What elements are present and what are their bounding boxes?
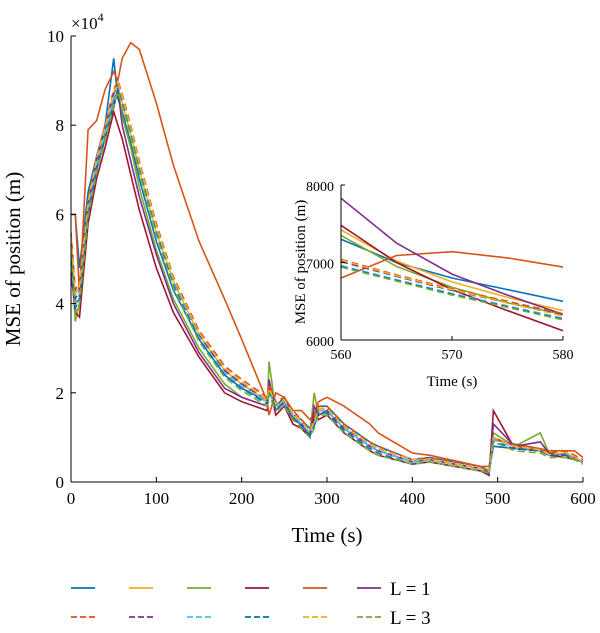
main-x-tick-label: 100: [144, 489, 170, 508]
inset-series-11-dashed: [341, 266, 563, 321]
inset-ticks: 560 570 580 6000 7000 8000: [306, 180, 574, 363]
main-y-tick-label: 2: [56, 384, 65, 403]
inset-y-tick-label: 8000: [306, 180, 334, 195]
y-multiplier: ×104: [71, 10, 104, 33]
inset-series-5-solid: [341, 197, 563, 316]
inset-plot: 560 570 580 6000 7000 8000 Time (s) MSE of po…: [293, 180, 574, 390]
inset-series-lines: [341, 197, 563, 332]
main-x-tick-label: 600: [570, 489, 596, 508]
main-y-tick-label: 4: [56, 295, 65, 314]
main-y-tick-label: 0: [56, 473, 65, 492]
main-series-10-dashed: [71, 80, 583, 472]
legend-label-row2: L = 3: [390, 608, 431, 629]
legend-label-row1: L = 1: [390, 579, 431, 600]
main-x-tick-label: 300: [314, 489, 340, 508]
inset-series-4-solid: [341, 250, 563, 279]
main-y-tick-label: 8: [56, 116, 65, 135]
main-series-lines: [71, 41, 583, 477]
main-y-tick-label: 6: [56, 205, 65, 224]
inset-series-0-solid: [341, 238, 563, 303]
inset-x-tick-label: 570: [442, 348, 463, 363]
inset-y-axis-label: MSE of position (m): [293, 200, 309, 325]
main-x-tick-label: 500: [485, 489, 511, 508]
inset-y-tick-label: 7000: [306, 258, 334, 273]
main-series-7-dashed: [71, 82, 583, 472]
main-x-tick-label: 0: [67, 489, 76, 508]
inset-x-tick-label: 580: [553, 348, 574, 363]
main-y-tick-label: 10: [47, 27, 64, 46]
main-x-tick-label: 400: [400, 489, 426, 508]
main-x-tick-label: 200: [229, 489, 255, 508]
main-series-11-dashed: [71, 89, 583, 475]
main-x-axis-label: Time (s): [292, 523, 363, 547]
inset-background: [341, 185, 563, 340]
inset-series-10-dashed: [341, 259, 563, 317]
inset-y-tick-label: 6000: [306, 335, 334, 350]
inset-x-tick-label: 560: [331, 348, 352, 363]
legend: L = 1 L = 3: [71, 579, 431, 629]
inset-x-axis-label: Time (s): [427, 374, 478, 390]
main-y-axis-label: MSE of position (m): [1, 172, 25, 346]
